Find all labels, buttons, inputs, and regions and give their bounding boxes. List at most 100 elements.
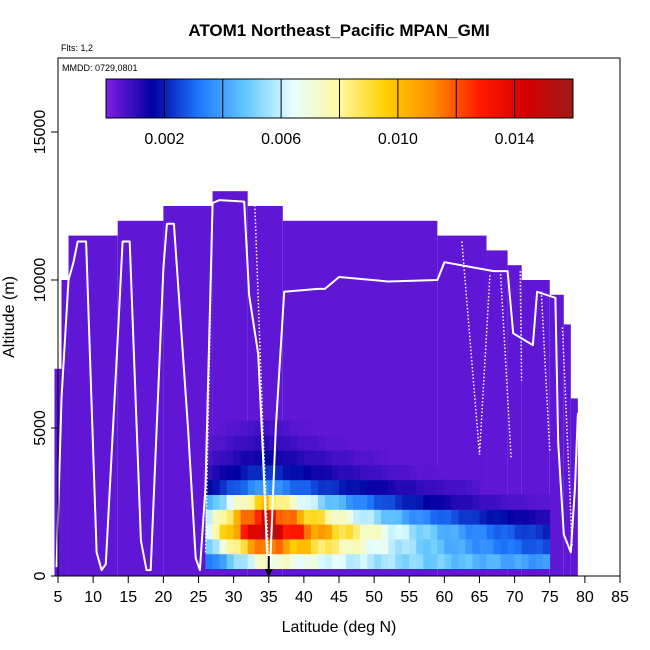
colorbar-band	[234, 79, 238, 118]
colorbar-band	[219, 79, 224, 118]
colorbar-band	[321, 79, 326, 118]
heatmap-cell	[514, 553, 523, 569]
colorbar-band	[146, 79, 151, 118]
heatmap-cell	[296, 539, 305, 555]
heatmap-cell	[303, 479, 312, 495]
heatmap-cell	[353, 450, 361, 466]
colorbar-band	[435, 79, 440, 118]
heatmap-cell	[465, 553, 473, 569]
heatmap-cell	[303, 420, 312, 436]
heatmap-cell	[346, 524, 354, 540]
heatmap-cell	[542, 524, 551, 540]
heatmap-cell	[240, 450, 249, 466]
heatmap-cell	[268, 450, 277, 466]
heatmap-cell	[282, 524, 291, 540]
heatmap-cell	[402, 553, 410, 569]
heatmap-cell	[226, 524, 235, 540]
heatmap-cell	[437, 509, 445, 525]
colorbar: 0.002 0.006 0.010 0.014	[105, 78, 574, 148]
heatmap-cell	[542, 553, 551, 569]
colorbar-band	[526, 79, 530, 118]
heatmap-cell	[437, 539, 445, 555]
heatmap-cell	[289, 509, 298, 525]
heatmap-background-column	[163, 206, 213, 576]
colorbar-frame	[105, 78, 574, 119]
heatmap-cell	[303, 435, 312, 451]
heatmap-cell	[500, 524, 508, 540]
heatmap-cell	[521, 553, 530, 569]
heatmap-cell	[219, 465, 227, 481]
heatmap-cell	[493, 494, 501, 510]
heatmap-cell	[353, 524, 361, 540]
heatmap-cell	[395, 539, 403, 555]
heatmap-cell	[247, 465, 256, 481]
colorbar-band	[371, 79, 375, 118]
heatmap-cell	[430, 494, 438, 510]
heatmap-cell	[353, 539, 361, 555]
heatmap-cell	[233, 494, 242, 510]
colorbar-band	[441, 79, 445, 118]
heatmap-cell	[275, 465, 284, 481]
heatmap-cell	[374, 539, 382, 555]
colorbar-band	[181, 79, 186, 118]
colorbar-band	[269, 79, 273, 118]
heatmap-cell	[444, 539, 452, 555]
heatmap-cell	[395, 509, 403, 525]
heatmap-cell	[331, 553, 340, 569]
colorbar-band	[365, 79, 370, 118]
flight-track-dotted	[204, 202, 214, 553]
x-tick-label: 25	[190, 589, 208, 606]
heatmap-cell	[261, 435, 270, 451]
heatmap-cell	[331, 524, 340, 540]
heatmap-cell	[339, 494, 347, 510]
heatmap-cell	[317, 524, 326, 540]
colorbar-band	[427, 79, 431, 118]
heatmap-cell	[395, 553, 403, 569]
heatmap-cell	[317, 553, 326, 569]
heatmap-cell	[472, 553, 480, 569]
colorbar-band	[289, 79, 294, 118]
colorbar-band	[540, 79, 545, 118]
colorbar-band	[459, 79, 463, 118]
heatmap-cell	[240, 494, 249, 510]
colorbar-band	[429, 79, 434, 118]
x-tick-label: 55	[400, 589, 418, 606]
heatmap-cell	[240, 435, 249, 451]
heatmap-cell	[528, 524, 537, 540]
heatmap-cell	[381, 524, 389, 540]
heatmap-cell	[331, 465, 340, 481]
heatmap-cell	[493, 524, 501, 540]
colorbar-band	[482, 79, 486, 118]
heatmap-cell	[324, 494, 333, 510]
colorbar-band	[348, 79, 352, 118]
colorbar-band	[397, 79, 402, 118]
heatmap-cell	[479, 509, 487, 525]
heatmap-cell	[395, 494, 403, 510]
colorbar-band	[138, 79, 142, 118]
colorbar-band	[257, 79, 262, 118]
colorbar-band	[345, 79, 349, 118]
heatmap-cell	[324, 450, 333, 466]
colorbar-band	[178, 79, 183, 118]
heatmap-cell	[388, 509, 396, 525]
heatmap-cell	[367, 524, 375, 540]
heatmap-cell	[247, 524, 256, 540]
heatmap-cell	[409, 553, 417, 569]
heatmap-cell	[458, 539, 466, 555]
chart-title: ATOM1 Northeast_Pacific MPAN_GMI	[188, 21, 489, 40]
x-tick-label: 45	[330, 589, 348, 606]
flight-track-dotted	[561, 327, 573, 547]
heatmap-cell	[240, 420, 249, 436]
colorbar-band	[494, 79, 498, 118]
heatmap-background-column	[549, 294, 564, 576]
heatmap-cell	[423, 553, 431, 569]
heatmap-cell	[331, 494, 340, 510]
heatmap-cell	[402, 494, 410, 510]
heatmap-cell	[360, 479, 368, 495]
heatmap-cell	[353, 553, 361, 569]
heatmap-cell	[261, 539, 270, 555]
heatmap-cell	[437, 479, 445, 495]
heatmap-cell	[226, 509, 235, 525]
colorbar-band	[330, 79, 335, 118]
heatmap-cell	[261, 479, 270, 495]
